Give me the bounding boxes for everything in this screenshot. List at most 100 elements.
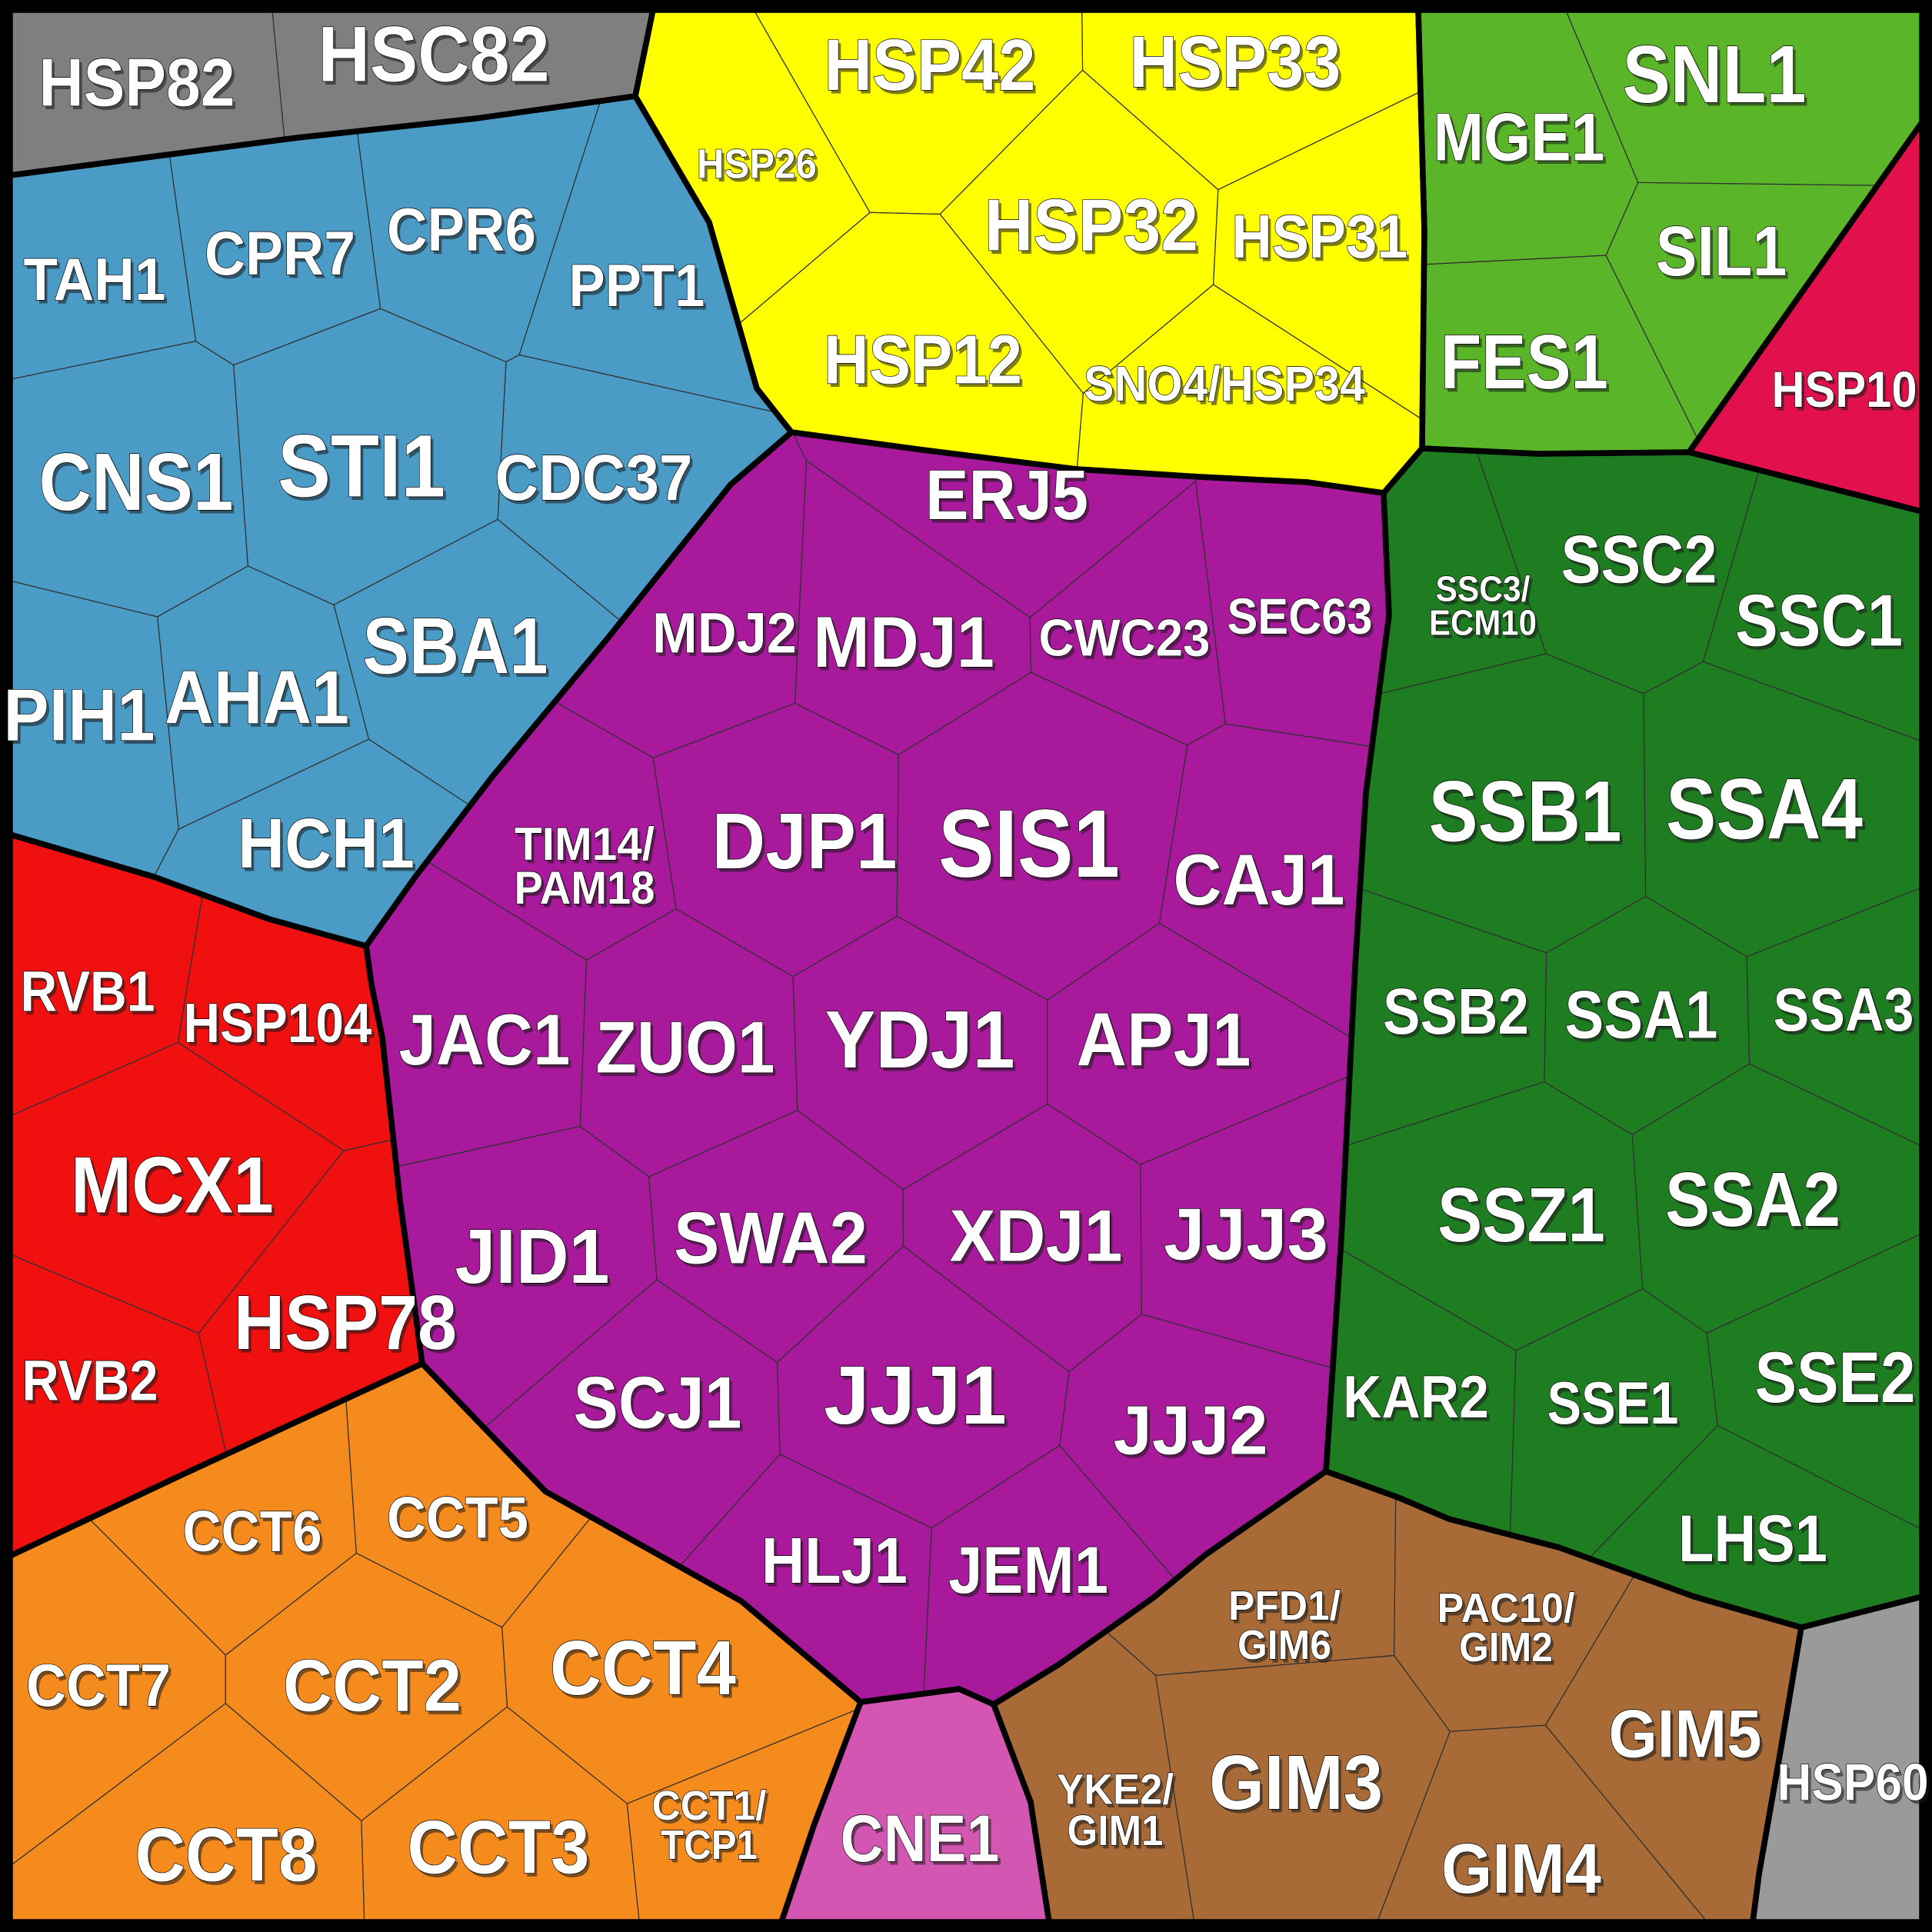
svg-text:SSC2: SSC2 xyxy=(1561,521,1717,598)
svg-text:YDJ1: YDJ1 xyxy=(828,998,1018,1089)
svg-text:HSP32: HSP32 xyxy=(988,188,1201,270)
svg-text:JJJ2: JJJ2 xyxy=(1114,1392,1268,1469)
svg-text:CCT4: CCT4 xyxy=(550,1625,736,1711)
svg-text:CPR7: CPR7 xyxy=(205,219,355,288)
svg-text:SNL1: SNL1 xyxy=(1623,29,1807,120)
svg-text:CCT5: CCT5 xyxy=(387,1485,528,1551)
svg-text:SSA1: SSA1 xyxy=(1565,977,1718,1053)
svg-text:HSP12: HSP12 xyxy=(824,321,1022,398)
svg-text:CDC37: CDC37 xyxy=(495,441,693,514)
svg-text:APJ1: APJ1 xyxy=(1079,1001,1254,1085)
svg-text:SSA3: SSA3 xyxy=(1774,975,1914,1044)
svg-text:SSB2: SSB2 xyxy=(1383,975,1529,1048)
svg-text:CCT7: CCT7 xyxy=(26,1651,171,1719)
svg-text:SSB2: SSB2 xyxy=(1386,979,1532,1051)
svg-text:SSZ1: SSZ1 xyxy=(1437,1172,1605,1258)
svg-text:HSP31: HSP31 xyxy=(1232,202,1408,271)
svg-text:XDJ1: XDJ1 xyxy=(950,1195,1123,1277)
svg-text:CNE1: CNE1 xyxy=(843,1806,1002,1880)
svg-text:SSE2: SSE2 xyxy=(1757,1340,1918,1421)
svg-text:GIM5: GIM5 xyxy=(1611,1699,1764,1775)
svg-text:ERJ5: ERJ5 xyxy=(928,460,1091,538)
svg-text:SEC63: SEC63 xyxy=(1230,591,1375,648)
svg-text:CCT6: CCT6 xyxy=(183,1499,322,1564)
svg-text:CWC23: CWC23 xyxy=(1041,612,1213,671)
svg-text:MDJ1: MDJ1 xyxy=(816,605,998,685)
svg-text:RVB1: RVB1 xyxy=(21,960,155,1024)
svg-text:HSP42: HSP42 xyxy=(827,28,1038,110)
svg-text:HSP42: HSP42 xyxy=(824,25,1036,106)
svg-text:GIM3: GIM3 xyxy=(1209,1740,1383,1826)
svg-text:HSP60: HSP60 xyxy=(1777,1754,1929,1812)
svg-text:PIH1: PIH1 xyxy=(6,678,158,760)
svg-text:PAC10/GIM2: PAC10/GIM2 xyxy=(1437,1585,1575,1671)
svg-text:SCJ1: SCJ1 xyxy=(576,1365,744,1447)
svg-text:MDJ2: MDJ2 xyxy=(655,605,800,668)
svg-text:SSE1: SSE1 xyxy=(1550,1373,1681,1441)
svg-text:JAC1: JAC1 xyxy=(401,1002,573,1083)
svg-text:SSC1: SSC1 xyxy=(1738,583,1906,665)
svg-text:JJJ2: JJJ2 xyxy=(1116,1396,1271,1473)
svg-text:JJJ3: JJJ3 xyxy=(1167,1197,1331,1279)
svg-text:SSA2: SSA2 xyxy=(1668,1161,1844,1247)
svg-text:HSP31: HSP31 xyxy=(1234,205,1411,274)
svg-text:AHA1: AHA1 xyxy=(165,655,349,739)
svg-text:SCJ1: SCJ1 xyxy=(574,1362,742,1444)
svg-text:SSE1: SSE1 xyxy=(1547,1369,1679,1437)
svg-text:SSA2: SSA2 xyxy=(1665,1157,1840,1243)
svg-text:RVB1: RVB1 xyxy=(23,963,158,1027)
svg-text:HSP78: HSP78 xyxy=(237,1284,460,1370)
svg-text:HSC82: HSC82 xyxy=(321,14,552,102)
svg-text:JEM1: JEM1 xyxy=(951,1537,1111,1611)
svg-text:JJJ1: JJJ1 xyxy=(824,1348,1007,1441)
svg-text:HSP82: HSP82 xyxy=(42,48,238,124)
svg-text:SSZ1: SSZ1 xyxy=(1441,1176,1608,1262)
svg-text:CNS1: CNS1 xyxy=(39,437,234,528)
svg-text:RVB2: RVB2 xyxy=(25,1352,161,1416)
svg-text:CCT6: CCT6 xyxy=(185,1503,325,1567)
svg-text:CCT2: CCT2 xyxy=(283,1645,461,1727)
svg-text:MGE1: MGE1 xyxy=(1436,102,1607,178)
svg-text:JAC1: JAC1 xyxy=(399,999,571,1080)
svg-text:HSP26: HSP26 xyxy=(697,141,817,187)
svg-text:GIM4: GIM4 xyxy=(1444,1834,1604,1912)
svg-text:CNE1: CNE1 xyxy=(841,1802,1000,1876)
svg-text:JJJ1: JJJ1 xyxy=(827,1351,1010,1444)
svg-text:HSP26: HSP26 xyxy=(700,145,820,191)
svg-text:HSP104: HSP104 xyxy=(184,993,372,1054)
svg-text:SSB1: SSB1 xyxy=(1429,763,1622,859)
svg-text:SSC3/ECM10: SSC3/ECM10 xyxy=(1429,569,1537,643)
svg-text:FES1: FES1 xyxy=(1444,323,1611,409)
svg-text:JJJ3: JJJ3 xyxy=(1164,1194,1328,1276)
svg-text:STI1: STI1 xyxy=(281,421,448,519)
svg-text:YKE2/GIM1: YKE2/GIM1 xyxy=(1057,1765,1174,1854)
svg-text:KAR2: KAR2 xyxy=(1343,1363,1489,1431)
svg-text:HCH1: HCH1 xyxy=(238,804,415,883)
svg-text:HSP32: HSP32 xyxy=(984,185,1198,267)
svg-text:SSA1: SSA1 xyxy=(1567,980,1720,1056)
svg-text:CPR6: CPR6 xyxy=(387,195,536,264)
svg-text:CPR7: CPR7 xyxy=(208,223,358,292)
svg-text:CCT8: CCT8 xyxy=(135,1812,318,1897)
svg-text:SIL1: SIL1 xyxy=(1658,216,1790,295)
svg-text:HSP78: HSP78 xyxy=(234,1280,457,1366)
svg-text:TAH1: TAH1 xyxy=(26,249,168,317)
svg-text:ZUO1: ZUO1 xyxy=(598,1010,778,1092)
svg-text:HSP33: HSP33 xyxy=(1130,22,1341,103)
svg-text:AHA1: AHA1 xyxy=(168,658,352,743)
svg-text:SNL1: SNL1 xyxy=(1625,33,1809,124)
svg-text:SEC63: SEC63 xyxy=(1227,588,1373,645)
svg-text:GIM3: GIM3 xyxy=(1212,1744,1386,1830)
svg-text:HSP60: HSP60 xyxy=(1780,1757,1931,1815)
svg-text:DJP1: DJP1 xyxy=(712,797,898,885)
svg-text:PPT1: PPT1 xyxy=(571,255,708,323)
svg-text:CCT5: CCT5 xyxy=(390,1489,531,1554)
svg-text:GIM5: GIM5 xyxy=(1609,1696,1762,1772)
svg-text:CCT1/TCP1: CCT1/TCP1 xyxy=(652,1783,767,1868)
svg-text:CCT4: CCT4 xyxy=(553,1629,739,1715)
svg-text:SSE2: SSE2 xyxy=(1755,1337,1916,1417)
svg-text:HSP10: HSP10 xyxy=(1772,361,1917,418)
svg-text:TIM14/PAM18: TIM14/PAM18 xyxy=(517,822,658,918)
svg-text:PFD1/GIM6: PFD1/GIM6 xyxy=(1228,1583,1341,1668)
svg-text:PIH1: PIH1 xyxy=(4,675,155,757)
